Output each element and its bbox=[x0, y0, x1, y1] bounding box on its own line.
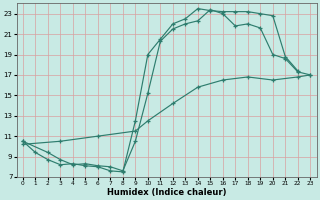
X-axis label: Humidex (Indice chaleur): Humidex (Indice chaleur) bbox=[107, 188, 226, 197]
